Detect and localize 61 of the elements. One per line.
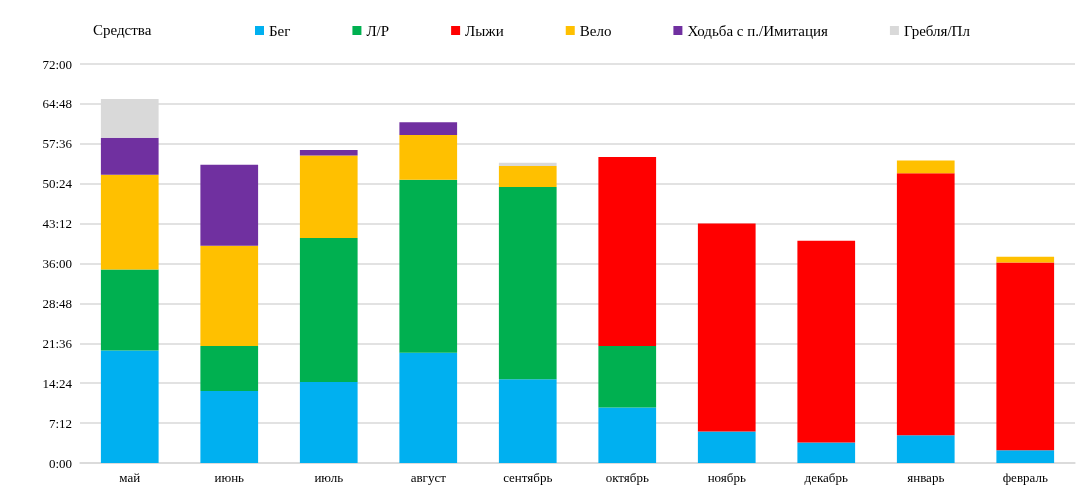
bar [399,352,458,463]
y-tick-label: 0:00 [48,455,72,471]
x-tick-label: май [119,470,141,485]
bar [200,390,259,463]
x-tick-label: февраль [1002,470,1048,485]
y-tick-label: 43:12 [42,216,72,232]
y-tick-label: 57:36 [42,136,73,152]
bar [100,269,159,351]
bar [299,238,358,383]
bar [498,165,557,188]
bar [200,245,259,347]
x-tick-label: август [410,470,447,485]
bar [697,431,756,463]
bar [996,450,1055,463]
x-tick-label: ноябрь [707,470,746,485]
x-tick-label: июнь [214,470,245,485]
bar [996,262,1055,451]
y-tick-label: 14:24 [42,375,73,391]
bar [200,164,259,246]
legend-title: Средства [93,21,152,38]
legend-label: Бег [269,22,291,39]
x-tick-label: июль [314,470,344,485]
bar [896,160,955,174]
y-tick-label: 21:36 [42,335,73,351]
y-tick-label: 64:48 [42,96,72,112]
bar [399,134,458,180]
bar [100,350,159,463]
legend-label: Лыжи [465,22,504,39]
bar [100,174,159,270]
x-tick-label: октябрь [605,470,649,485]
y-tick-label: 28:48 [42,295,72,311]
x-tick-label: январь [907,470,945,485]
y-tick-label: 7:12 [48,415,72,431]
bar [896,173,955,436]
y-tick-label: 50:24 [42,176,73,192]
bar [399,179,458,353]
bar [697,223,756,432]
legend-label: Ходьба с п./Имитация [687,22,829,39]
x-tick-label: декабрь [804,470,848,485]
bar [498,187,557,380]
bar [598,157,657,347]
bar [797,442,856,463]
legend-label: Л/Р [366,22,390,39]
bar [498,162,557,166]
bar [399,122,458,135]
bar [896,435,955,463]
bar [598,407,657,463]
legend-label: Гребля/Пл [903,22,971,39]
legend-label: Вело [579,22,612,39]
bar [299,149,358,156]
bar [498,379,557,463]
bar [598,346,657,408]
bar [100,137,159,175]
bar [299,382,358,463]
y-tick-label: 36:00 [42,256,72,271]
bar [797,240,856,443]
y-tick-label: 72:00 [42,56,72,72]
x-tick-label: сентябрь [503,470,553,485]
bar [299,155,358,239]
bar [996,256,1055,263]
bar [200,346,259,391]
